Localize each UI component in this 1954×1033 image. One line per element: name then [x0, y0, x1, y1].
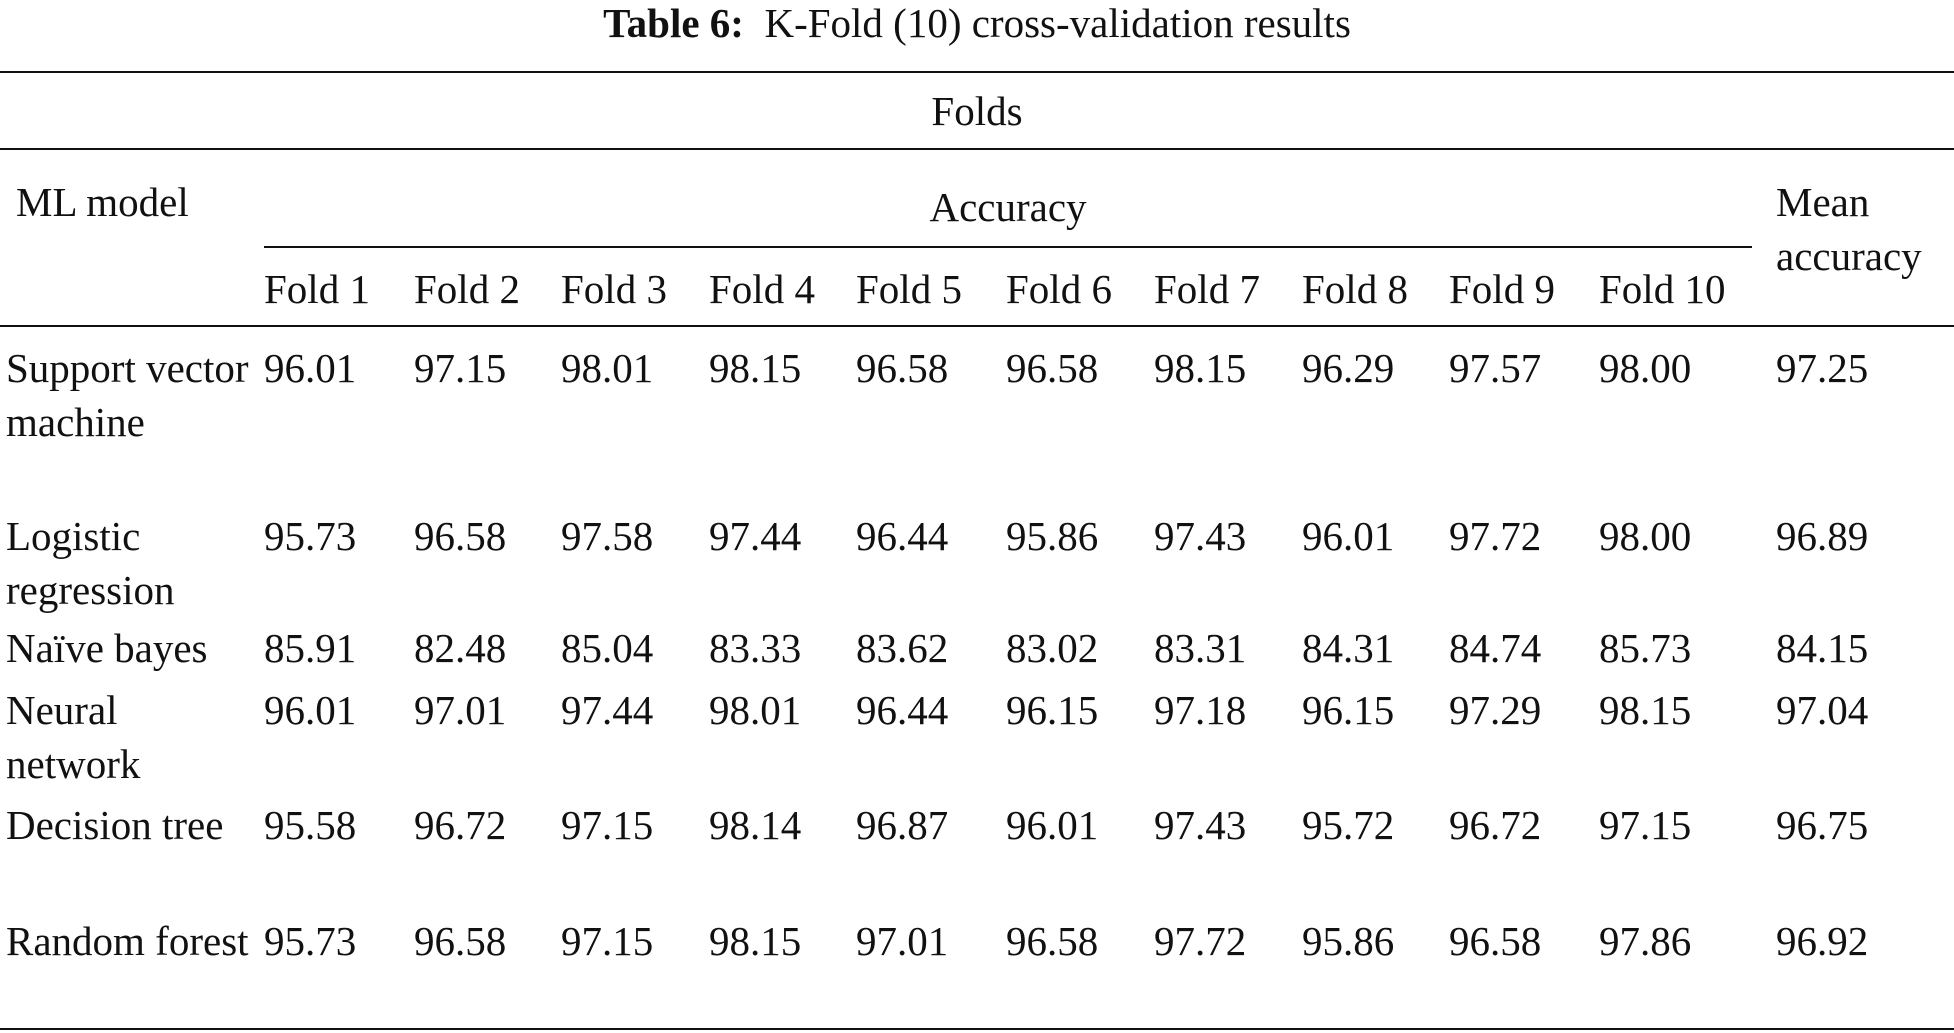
- cell: 98.15: [709, 918, 802, 964]
- cell: 96.01: [264, 345, 357, 391]
- cell: 98.01: [561, 345, 654, 391]
- cell: 96.44: [856, 513, 949, 559]
- fold-header: Fold 3: [561, 266, 667, 312]
- model-header: ML model: [16, 179, 189, 225]
- cell: 97.18: [1154, 687, 1247, 733]
- folds-header: Folds: [931, 88, 1023, 134]
- cell: 98.15: [709, 345, 802, 391]
- accuracy-header: Accuracy: [929, 184, 1087, 230]
- cell: 96.58: [1006, 918, 1099, 964]
- cell: 97.15: [1599, 802, 1692, 848]
- cell: 97.01: [856, 918, 949, 964]
- cell: 95.86: [1006, 513, 1099, 559]
- cell: 96.87: [856, 802, 949, 848]
- accuracy-rule: [264, 246, 1752, 248]
- cell: 97.57: [1449, 345, 1542, 391]
- model-name: Decision tree: [6, 802, 224, 848]
- cell: 96.29: [1302, 345, 1395, 391]
- cell: 83.02: [1006, 625, 1099, 671]
- cell: 96.01: [1006, 802, 1099, 848]
- cell: 95.58: [264, 802, 357, 848]
- caption: Table 6: K-Fold (10) cross-validation re…: [0, 0, 1954, 50]
- cell: 98.14: [709, 802, 802, 848]
- cell: 85.04: [561, 625, 654, 671]
- cell: 97.43: [1154, 802, 1247, 848]
- header-bottom-rule: [0, 325, 1954, 327]
- cell: 96.58: [856, 345, 949, 391]
- mean-cell: 97.04: [1776, 687, 1869, 733]
- model-name: Naïve bayes: [6, 625, 208, 671]
- cell: 96.15: [1006, 687, 1099, 733]
- fold-header: Fold 9: [1449, 266, 1555, 312]
- mean-cell: 96.89: [1776, 513, 1869, 559]
- cell: 96.58: [1006, 345, 1099, 391]
- cell: 97.44: [561, 687, 654, 733]
- model-name: Logistic regression: [6, 513, 175, 613]
- mean-header: Mean accuracy: [1776, 179, 1922, 279]
- mean-cell: 96.75: [1776, 802, 1869, 848]
- model-name: Support vector machine: [6, 345, 249, 445]
- cell: 97.29: [1449, 687, 1542, 733]
- cell: 83.31: [1154, 625, 1247, 671]
- cell: 96.58: [414, 918, 507, 964]
- model-name: Random forest: [6, 918, 249, 964]
- cell: 95.73: [264, 513, 357, 559]
- cell: 95.73: [264, 918, 357, 964]
- cell: 96.44: [856, 687, 949, 733]
- mean-cell: 97.25: [1776, 345, 1869, 391]
- cell: 84.31: [1302, 625, 1395, 671]
- cell: 82.48: [414, 625, 507, 671]
- fold-header: Fold 4: [709, 266, 815, 312]
- cell: 97.43: [1154, 513, 1247, 559]
- cell: 98.15: [1599, 687, 1692, 733]
- fold-header: Fold 10: [1599, 266, 1726, 312]
- cell: 97.72: [1449, 513, 1542, 559]
- cell: 97.72: [1154, 918, 1247, 964]
- model-name: Neural network: [6, 687, 141, 787]
- cell: 96.58: [1449, 918, 1542, 964]
- cell: 96.01: [264, 687, 357, 733]
- cell: 97.01: [414, 687, 507, 733]
- mean-cell: 84.15: [1776, 625, 1869, 671]
- cell: 98.15: [1154, 345, 1247, 391]
- cell: 83.62: [856, 625, 949, 671]
- fold-header: Fold 6: [1006, 266, 1112, 312]
- cell: 96.72: [1449, 802, 1542, 848]
- cell: 83.33: [709, 625, 802, 671]
- cell: 97.86: [1599, 918, 1692, 964]
- caption-label: Table 6:: [603, 0, 744, 46]
- top-rule: [0, 71, 1954, 73]
- caption-text: K-Fold (10) cross-validation results: [764, 0, 1351, 46]
- cell: 96.72: [414, 802, 507, 848]
- mean-cell: 96.92: [1776, 918, 1869, 964]
- cell: 97.15: [561, 802, 654, 848]
- cell: 98.00: [1599, 345, 1692, 391]
- header-rule: [0, 148, 1954, 150]
- cell: 98.00: [1599, 513, 1692, 559]
- fold-header: Fold 7: [1154, 266, 1260, 312]
- cell: 97.58: [561, 513, 654, 559]
- cell: 95.72: [1302, 802, 1395, 848]
- cell: 97.15: [414, 345, 507, 391]
- cell: 95.86: [1302, 918, 1395, 964]
- cell: 85.91: [264, 625, 357, 671]
- fold-header: Fold 2: [414, 266, 520, 312]
- cell: 96.01: [1302, 513, 1395, 559]
- cell: 97.15: [561, 918, 654, 964]
- cell: 98.01: [709, 687, 802, 733]
- cell: 84.74: [1449, 625, 1542, 671]
- bottom-rule: [0, 1028, 1954, 1030]
- cell: 96.58: [414, 513, 507, 559]
- cell: 97.44: [709, 513, 802, 559]
- fold-header: Fold 1: [264, 266, 370, 312]
- fold-header: Fold 8: [1302, 266, 1408, 312]
- cell: 96.15: [1302, 687, 1395, 733]
- fold-header: Fold 5: [856, 266, 962, 312]
- cell: 85.73: [1599, 625, 1692, 671]
